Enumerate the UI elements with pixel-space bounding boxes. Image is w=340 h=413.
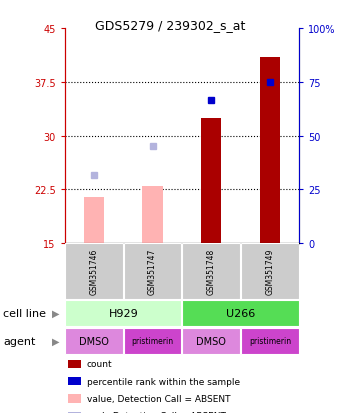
Text: GSM351749: GSM351749 <box>266 248 274 295</box>
Bar <box>65 328 123 354</box>
Text: GSM351747: GSM351747 <box>148 248 157 295</box>
Text: ▶: ▶ <box>52 308 60 318</box>
Bar <box>241 244 299 299</box>
Text: percentile rank within the sample: percentile rank within the sample <box>87 377 240 386</box>
Text: count: count <box>87 359 112 368</box>
Text: pristimerin: pristimerin <box>132 337 174 345</box>
Text: U266: U266 <box>226 308 255 318</box>
Bar <box>142 186 163 244</box>
Text: GDS5279 / 239302_s_at: GDS5279 / 239302_s_at <box>95 19 245 31</box>
Text: GSM351748: GSM351748 <box>207 249 216 294</box>
Text: GSM351746: GSM351746 <box>89 248 98 295</box>
Bar <box>183 300 299 326</box>
Bar <box>124 244 181 299</box>
Text: pristimerin: pristimerin <box>249 337 291 345</box>
Bar <box>260 57 280 244</box>
Bar <box>124 328 181 354</box>
Bar <box>65 244 123 299</box>
Text: H929: H929 <box>108 308 138 318</box>
Bar <box>201 119 221 244</box>
Bar <box>65 300 181 326</box>
Text: value, Detection Call = ABSENT: value, Detection Call = ABSENT <box>87 394 230 403</box>
Text: DMSO: DMSO <box>79 336 109 346</box>
Text: agent: agent <box>3 336 36 346</box>
Text: DMSO: DMSO <box>196 336 226 346</box>
Bar <box>84 197 104 244</box>
Text: ▶: ▶ <box>52 336 60 346</box>
Bar <box>183 328 240 354</box>
Bar <box>183 244 240 299</box>
Text: cell line: cell line <box>3 308 46 318</box>
Text: rank, Detection Call = ABSENT: rank, Detection Call = ABSENT <box>87 411 225 413</box>
Bar <box>241 328 299 354</box>
